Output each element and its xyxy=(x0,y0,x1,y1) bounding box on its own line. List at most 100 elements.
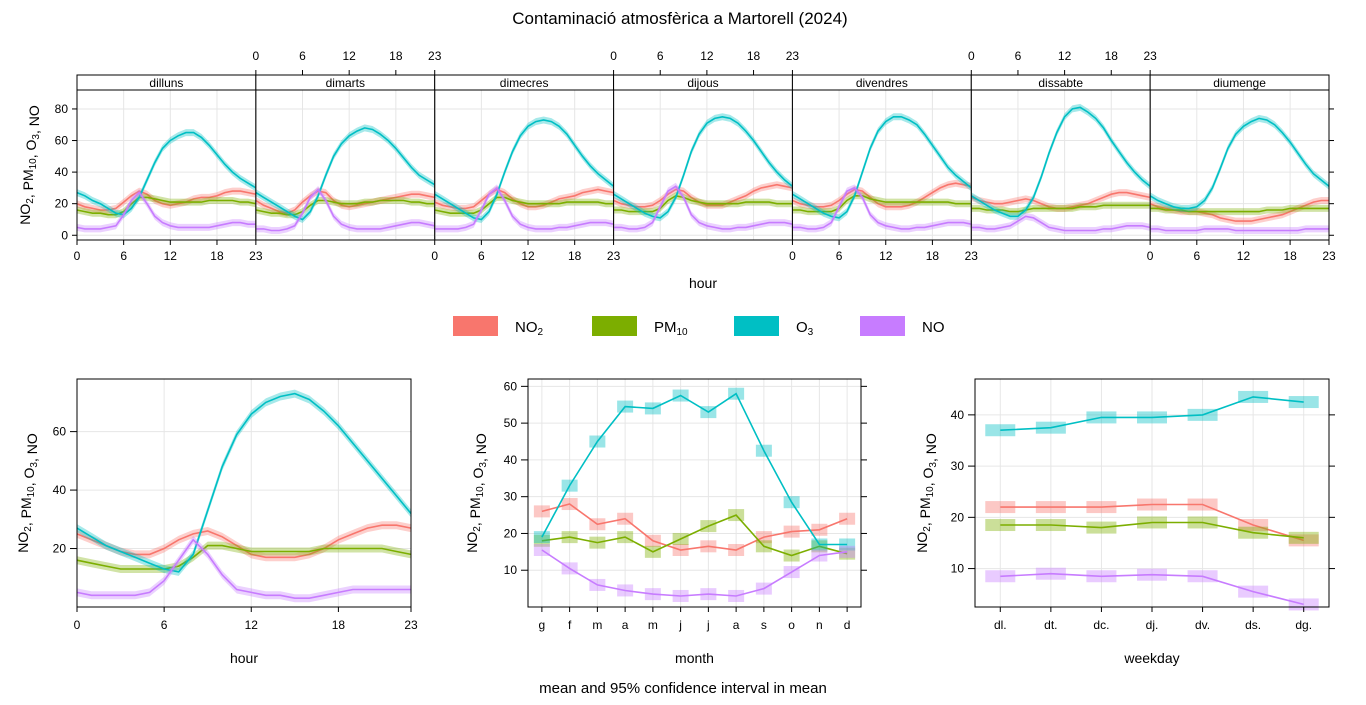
ci-band-no xyxy=(792,184,972,233)
series-line-no xyxy=(541,549,848,597)
ci-band-no2 xyxy=(434,186,614,212)
y-tick-label: 40 xyxy=(55,165,69,179)
ci-box-pm10 xyxy=(1288,531,1319,544)
series-line-no xyxy=(76,538,411,599)
ci-box-no2 xyxy=(839,512,856,525)
x-tick-label: 18 xyxy=(747,49,761,63)
x-tick-label: 0 xyxy=(74,249,81,263)
x-tick-label: 12 xyxy=(342,49,356,63)
x-tick-label: 0 xyxy=(1147,249,1154,263)
x-tick-label: 12 xyxy=(1237,249,1251,263)
x-tick-label: 18 xyxy=(210,249,224,263)
ci-box-o3 xyxy=(985,424,1016,437)
x-axis-label: weekday xyxy=(1123,650,1179,666)
y-tick-label: 30 xyxy=(504,490,518,504)
x-tick-label: 12 xyxy=(245,618,259,632)
x-tick-label: s xyxy=(761,618,767,632)
x-tick-label: dl. xyxy=(994,618,1007,632)
x-tick-label: 6 xyxy=(836,249,843,263)
y-axis-label: NO2, PM10, O3, NO xyxy=(914,433,939,553)
x-tick-label: dj. xyxy=(1146,618,1159,632)
x-tick-label: 18 xyxy=(1283,249,1297,263)
x-tick-label: dv. xyxy=(1195,618,1210,632)
series-line-o3 xyxy=(434,119,615,221)
x-axis-label: hour xyxy=(689,275,717,291)
legend: NO2 PM10 O3 NO xyxy=(453,316,945,338)
x-axis-label: hour xyxy=(230,650,258,666)
x-tick-label: 18 xyxy=(568,249,582,263)
legend-item-no2: NO2 xyxy=(453,316,544,338)
y-tick-label: 40 xyxy=(504,453,518,467)
panel-dijous: dijous 0 6 12 18 23 xyxy=(610,49,799,241)
weekday-chart: dl. dt. dc. dj. dv. ds. dg. 10 20 30 40 NO2, PM10, … xyxy=(914,378,1335,666)
hour-by-weekday-panels: dilluns 0 6 12 18 23 dimarts 0 6 12 18 23 dimecres 0 6… xyxy=(17,49,1336,291)
legend-label: NO xyxy=(922,319,945,336)
x-tick-label: 23 xyxy=(1322,249,1336,263)
series-pm10 xyxy=(533,509,856,562)
ci-box-no2 xyxy=(533,505,550,518)
x-tick-label: a xyxy=(733,618,740,632)
panel-frame xyxy=(76,89,257,241)
panel-label: dilluns xyxy=(149,76,183,90)
x-tick-label: 0 xyxy=(968,49,975,63)
y-tick-label: 30 xyxy=(951,459,965,473)
panel-dimecres: dimecres 0 6 12 18 23 xyxy=(431,74,621,263)
series-line-o3 xyxy=(255,127,436,221)
series-line-o3 xyxy=(791,116,972,219)
y-tick-label: 50 xyxy=(504,416,518,430)
series-line-o3 xyxy=(613,115,793,219)
y-tick-label: 60 xyxy=(504,379,518,393)
y-tick-label: 0 xyxy=(61,228,68,242)
ci-band-no xyxy=(77,535,411,603)
series-line-o3 xyxy=(1000,396,1304,431)
series-line-pm10 xyxy=(541,514,848,557)
x-tick-label: j xyxy=(706,618,710,632)
series-line-o3 xyxy=(1149,117,1330,210)
legend-swatch xyxy=(592,316,637,336)
panel-label: diumenge xyxy=(1213,76,1266,90)
series-line-pm10 xyxy=(971,204,1151,213)
ci-band-no xyxy=(434,184,614,233)
ci-box-pm10 xyxy=(985,519,1016,532)
y-tick-label: 20 xyxy=(55,197,69,211)
x-tick-label: 0 xyxy=(431,249,438,263)
series-line-o3 xyxy=(541,392,848,546)
series-line-pm10 xyxy=(76,196,257,216)
x-tick-label: dt. xyxy=(1044,618,1057,632)
legend-swatch xyxy=(734,316,779,336)
x-tick-label: 12 xyxy=(700,49,714,63)
series-no2 xyxy=(533,498,856,556)
ci-band-o3 xyxy=(77,389,411,576)
x-tick-label: 6 xyxy=(478,249,485,263)
series-line-no2 xyxy=(541,503,848,551)
x-tick-label: 6 xyxy=(161,618,168,632)
panel-label: dimecres xyxy=(500,76,549,90)
series-line-no xyxy=(971,215,1151,232)
y-tick-label: 60 xyxy=(53,425,67,439)
series-line-no2 xyxy=(255,190,435,215)
panel-frame xyxy=(1149,89,1330,241)
series-no xyxy=(533,544,856,602)
month-chart: g f m a m j j a s o n d 10 20 30 40 50 60 NO2, PM10, O3, N… xyxy=(464,378,867,666)
ci-band-no xyxy=(613,182,793,233)
y-tick-label: 40 xyxy=(53,483,67,497)
x-tick-label: 23 xyxy=(1143,49,1157,63)
ci-box-o3 xyxy=(839,538,856,551)
x-tick-label: n xyxy=(816,618,823,632)
series-line-pm10 xyxy=(1000,521,1304,539)
series-no2 xyxy=(985,498,1319,547)
panel-frame xyxy=(970,89,1151,241)
panel-dimarts: dimarts 0 6 12 18 23 xyxy=(253,49,442,241)
legend-label: PM10 xyxy=(654,319,688,338)
series-line-o3 xyxy=(970,106,1151,218)
ci-box-no xyxy=(839,545,856,558)
ci-band-no2 xyxy=(613,181,793,211)
x-tick-label: 12 xyxy=(879,249,893,263)
ci-box-o3 xyxy=(533,531,550,544)
plot-frame xyxy=(527,378,862,608)
panel-dissabte: dissabte 0 6 12 18 23 xyxy=(968,49,1157,241)
series-pm10 xyxy=(985,516,1319,544)
x-axis-label: month xyxy=(675,650,714,666)
x-tick-label: 18 xyxy=(926,249,940,263)
x-tick-label: 23 xyxy=(607,249,621,263)
